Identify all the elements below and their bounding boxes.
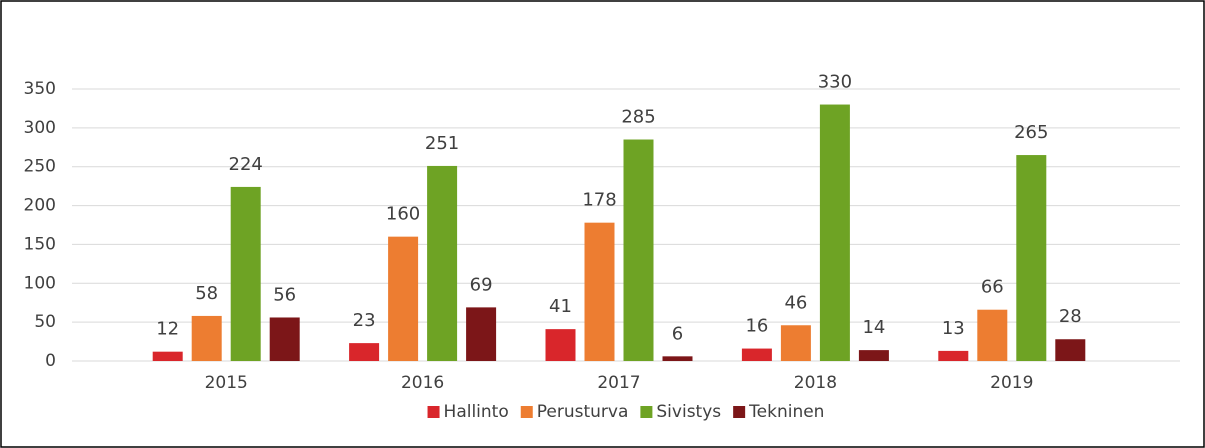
x-tick-label: 2019 xyxy=(990,373,1033,393)
data-label: 56 xyxy=(273,284,296,305)
y-tick-label: 50 xyxy=(34,312,56,332)
bar xyxy=(977,309,1008,361)
legend-swatch xyxy=(640,406,653,418)
legend-swatch xyxy=(427,406,440,418)
bar xyxy=(819,104,850,362)
legend-label: Tekninen xyxy=(748,402,824,422)
data-label: 58 xyxy=(195,283,218,304)
data-label: 224 xyxy=(229,154,263,175)
bar xyxy=(741,348,772,361)
bar xyxy=(466,307,497,361)
data-label: 251 xyxy=(425,133,459,154)
data-label: 46 xyxy=(784,292,807,313)
legend-item: Perusturva xyxy=(520,402,629,422)
data-label: 330 xyxy=(818,72,852,93)
bar xyxy=(780,325,811,361)
y-tick-label: 300 xyxy=(24,118,56,138)
x-tick-label: 2017 xyxy=(597,373,640,393)
bar xyxy=(388,236,419,361)
y-tick-label: 100 xyxy=(24,273,56,293)
legend-swatch xyxy=(520,406,533,418)
bar xyxy=(938,350,969,361)
x-tick-label: 2018 xyxy=(794,373,837,393)
legend-label: Sivistys xyxy=(656,402,721,422)
data-label: 23 xyxy=(353,310,376,331)
bar xyxy=(623,139,654,361)
bar xyxy=(152,351,183,361)
data-label: 12 xyxy=(156,319,179,340)
bar xyxy=(269,317,300,361)
bar xyxy=(349,343,380,361)
legend-swatch xyxy=(733,406,746,418)
data-label: 160 xyxy=(386,204,420,225)
data-label: 28 xyxy=(1059,306,1082,327)
bar xyxy=(584,222,615,361)
data-label: 285 xyxy=(621,107,655,128)
y-tick-label: 0 xyxy=(45,351,56,371)
data-label: 265 xyxy=(1014,122,1048,143)
legend-label: Perusturva xyxy=(537,402,629,422)
legend-item: Hallinto xyxy=(427,402,509,422)
data-label: 66 xyxy=(981,277,1004,298)
x-tick-label: 2016 xyxy=(401,373,444,393)
bar xyxy=(1016,155,1047,361)
legend-label: Hallinto xyxy=(444,402,509,422)
data-label: 16 xyxy=(745,316,768,337)
bar xyxy=(191,315,222,361)
bar xyxy=(1055,339,1086,361)
bar xyxy=(427,165,458,361)
y-tick-label: 200 xyxy=(24,196,56,216)
bar xyxy=(662,356,693,361)
data-label: 69 xyxy=(470,274,493,295)
data-label: 6 xyxy=(672,323,683,344)
data-label: 41 xyxy=(549,296,572,317)
legend-item: Sivistys xyxy=(640,402,721,422)
data-label: 178 xyxy=(582,190,616,211)
data-label: 13 xyxy=(942,318,965,339)
bar xyxy=(858,350,889,361)
legend-item: Tekninen xyxy=(733,402,824,422)
x-tick-label: 2015 xyxy=(205,373,248,393)
bar xyxy=(230,186,261,361)
bar xyxy=(545,329,576,361)
y-tick-label: 150 xyxy=(24,234,56,254)
data-label: 14 xyxy=(862,317,885,338)
y-tick-label: 250 xyxy=(24,157,56,177)
y-tick-label: 350 xyxy=(24,79,56,99)
